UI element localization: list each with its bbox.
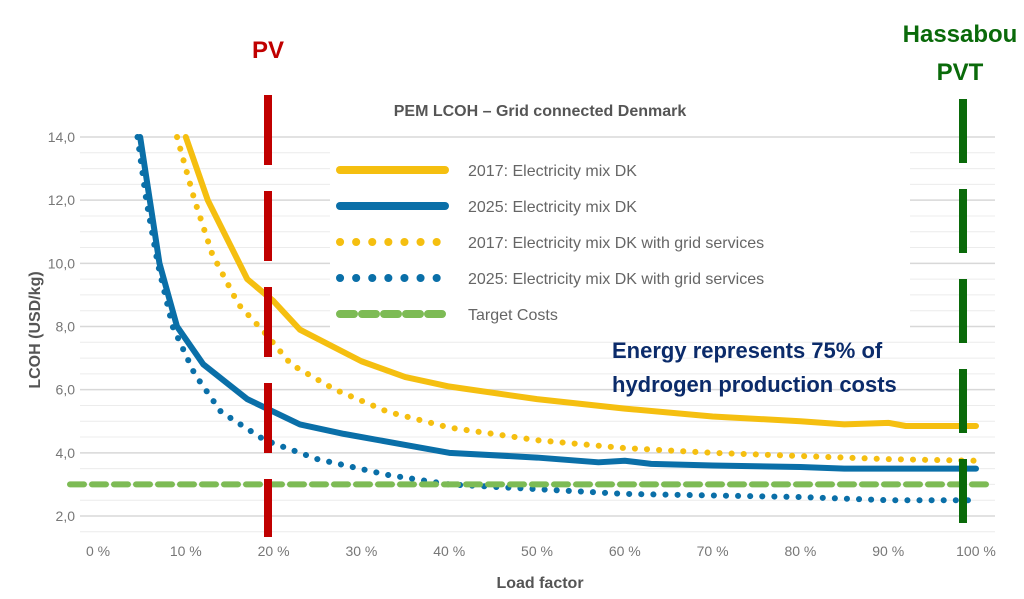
x-tick-label: 40 %: [433, 543, 465, 559]
x-tick-label: 80 %: [784, 543, 816, 559]
legend-label: 2025: Electricity mix DK with grid servi…: [468, 271, 764, 288]
annotation-line-2: hydrogen production costs: [612, 372, 897, 397]
y-tick-label: 10,0: [48, 255, 75, 271]
pv-label: PV: [252, 37, 284, 64]
legend-label: 2017: Electricity mix DK: [468, 163, 637, 180]
y-tick-label: 8,0: [56, 319, 76, 335]
x-tick-label: 0 %: [86, 543, 110, 559]
y-axis-label: LCOH (USD/kg): [27, 271, 44, 388]
series-line-3: [134, 134, 979, 504]
x-axis-label: Load factor: [496, 575, 583, 592]
y-tick-label: 14,0: [48, 129, 75, 145]
x-tick-label: 50 %: [521, 543, 553, 559]
y-axis-ticks: 2,0 4,0 6,0 8,0 10,0 12,0 14,0: [48, 129, 75, 524]
series-line-0: [182, 134, 979, 429]
chart-title: PEM LCOH – Grid connected Denmark: [394, 103, 687, 120]
annotation-line-1: Energy represents 75% of: [612, 338, 883, 363]
y-tick-label: 6,0: [56, 382, 76, 398]
legend-label: Target Costs: [468, 307, 558, 324]
legend-label: 2025: Electricity mix DK: [468, 199, 637, 216]
x-tick-label: 90 %: [872, 543, 904, 559]
x-tick-label: 70 %: [697, 543, 729, 559]
marker-lines: PV Hassabou PVT: [252, 21, 1017, 540]
y-tick-label: 12,0: [48, 192, 75, 208]
x-tick-label: 30 %: [345, 543, 377, 559]
y-tick-label: 4,0: [56, 445, 76, 461]
pvt-label-line-2: PVT: [937, 59, 984, 86]
series-line-1: [137, 134, 979, 472]
pvt-label-line-1: Hassabou: [903, 21, 1018, 48]
legend-label: 2017: Electricity mix DK with grid servi…: [468, 235, 764, 252]
x-axis-ticks: 0 % 10 % 20 % 30 % 40 % 50 % 60 % 70 % 80 % 90 % 1…: [86, 543, 996, 559]
x-tick-label: 60 %: [609, 543, 641, 559]
series-lines: [67, 134, 993, 504]
x-tick-label: 10 %: [170, 543, 202, 559]
y-tick-label: 2,0: [56, 508, 76, 524]
legend: 2017: Electricity mix DK 2025: Electricit…: [336, 163, 764, 324]
legend-background: [330, 148, 910, 333]
x-tick-label: 20 %: [258, 543, 290, 559]
x-tick-label: 100 %: [956, 543, 996, 559]
